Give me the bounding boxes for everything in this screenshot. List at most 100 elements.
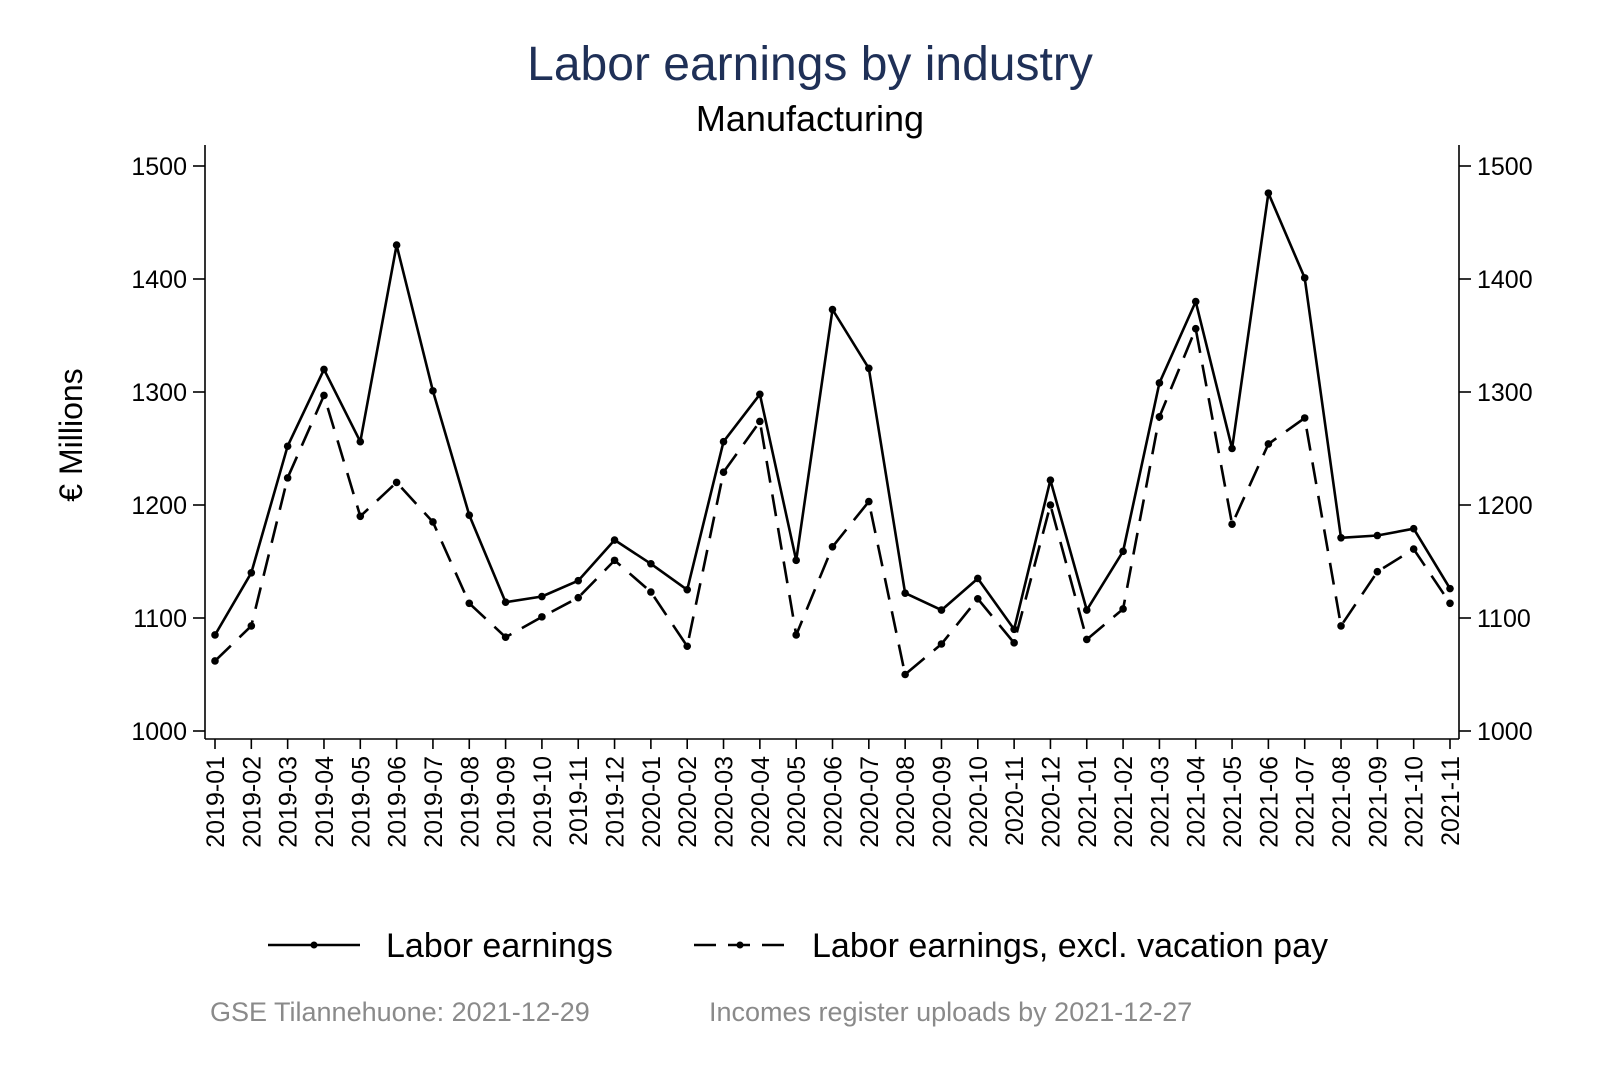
y-tick-label-left: 1200	[131, 492, 187, 520]
x-tick-label: 2019-06	[384, 756, 412, 848]
series-1-point	[320, 391, 328, 400]
series-0-point	[1264, 189, 1273, 197]
x-tick-label: 2019-12	[602, 756, 630, 848]
series-1-point	[247, 622, 256, 630]
series-0-point	[465, 511, 474, 519]
x-tick-label: 2021-05	[1219, 756, 1247, 848]
x-tick-label: 2021-11	[1437, 756, 1465, 846]
series-line-0	[213, 191, 1452, 636]
x-tick-label: 2020-01	[638, 756, 666, 848]
chart-subtitle: Manufacturing	[696, 98, 924, 139]
series-0-point	[610, 536, 619, 544]
series-0-point	[756, 390, 764, 399]
legend-label-labor-earnings: Labor earnings	[386, 927, 613, 965]
series-0-point	[247, 569, 256, 577]
x-tick-label: 2021-03	[1146, 756, 1174, 848]
series-1-point	[1409, 545, 1418, 553]
series-1-point	[1119, 605, 1127, 613]
series-0-point	[901, 589, 909, 597]
x-tick-label: 2021-09	[1364, 756, 1392, 848]
series-0-point	[1446, 584, 1454, 593]
series-1-point	[937, 640, 946, 648]
series-0-point	[647, 559, 655, 568]
legend: Labor earnings Labor earnings, excl. vac…	[268, 927, 1328, 965]
series-0-point	[392, 241, 401, 249]
x-tick-label: 2021-07	[1292, 756, 1320, 848]
axes: 1000 1000 1100 1100 1200 1200 1300 1300 1400 1400…	[131, 145, 1533, 848]
series-0-point	[429, 387, 437, 395]
x-tick-label: 2019-04	[311, 756, 339, 848]
y-tick-label-left: 1300	[131, 379, 187, 407]
series-0-point	[1191, 297, 1200, 306]
series-0-point	[356, 437, 365, 446]
series-0-point	[865, 364, 873, 373]
series-1-point	[1264, 440, 1273, 448]
y-tick-label-left: 1400	[131, 266, 187, 294]
x-tick-label: 2020-04	[747, 756, 775, 848]
series-1-point	[1300, 414, 1309, 422]
series-1-point	[1082, 635, 1091, 644]
series-0-point	[501, 598, 510, 606]
series-1-point	[574, 593, 583, 602]
series-1-point	[719, 468, 728, 477]
series-1-point	[392, 478, 401, 487]
series-0-point	[719, 437, 728, 446]
series-0-point	[973, 574, 982, 583]
series-1-point	[1373, 567, 1382, 576]
series-1-point	[973, 594, 982, 603]
series-1-point	[683, 642, 692, 651]
series-1-point	[465, 599, 474, 608]
series-1-point	[610, 556, 619, 565]
series-0-point	[1337, 533, 1345, 542]
x-tick-label: 2019-10	[529, 756, 557, 848]
x-tick-label: 2019-07	[420, 756, 448, 848]
x-tick-label: 2019-03	[275, 756, 303, 848]
series-0-point	[1228, 444, 1236, 453]
series-line-1	[214, 327, 1452, 676]
series-0-point	[574, 576, 583, 585]
y-tick-label-left: 1000	[131, 718, 187, 746]
series-0-point	[538, 592, 546, 601]
series-0-point	[1082, 606, 1091, 614]
series-1-point	[1228, 520, 1236, 529]
y-tick-label-left: 1100	[133, 605, 187, 633]
x-tick-label: 2021-01	[1074, 756, 1102, 848]
series-0-point	[1373, 531, 1382, 540]
x-tick-label: 2021-10	[1401, 756, 1429, 848]
x-tick-label: 2019-01	[202, 756, 230, 848]
series-1-point	[1046, 501, 1055, 509]
series-1-point	[1337, 622, 1345, 630]
series-1-point	[1155, 413, 1164, 421]
series-0-point	[320, 365, 328, 374]
series-0-point	[1409, 524, 1418, 533]
series-1-point	[901, 670, 909, 679]
footer-source-date: GSE Tilannehuone: 2021-12-29	[210, 997, 590, 1027]
y-tick-label-left: 1500	[131, 153, 187, 181]
x-tick-label: 2019-11	[565, 756, 593, 846]
series-1-point	[1191, 324, 1200, 333]
x-tick-label: 2020-07	[856, 756, 884, 848]
y-tick-label-right: 1500	[1477, 153, 1533, 181]
series-0-point	[283, 442, 292, 451]
x-tick-label: 2020-09	[928, 756, 956, 848]
series-0-point	[1155, 379, 1164, 387]
x-tick-label: 2019-09	[493, 756, 521, 848]
x-tick-label: 2020-10	[965, 756, 993, 848]
series-0-point	[1300, 274, 1309, 282]
x-tick-label: 2021-02	[1110, 756, 1138, 848]
x-tick-label: 2019-05	[347, 756, 375, 848]
y-tick-label-right: 1000	[1477, 718, 1533, 746]
series-layer	[211, 189, 1454, 679]
series-0-point	[1119, 547, 1127, 556]
x-tick-label: 2019-02	[238, 756, 266, 848]
series-1-point	[756, 417, 764, 426]
x-tick-label: 2019-08	[456, 756, 484, 848]
series-1-point	[211, 657, 219, 665]
series-0-point	[211, 631, 219, 639]
x-tick-label: 2021-08	[1328, 756, 1356, 848]
x-tick-label: 2020-08	[892, 756, 920, 848]
series-1-point	[1010, 639, 1018, 647]
x-tick-label: 2020-03	[711, 756, 739, 848]
series-1-point	[865, 497, 873, 506]
